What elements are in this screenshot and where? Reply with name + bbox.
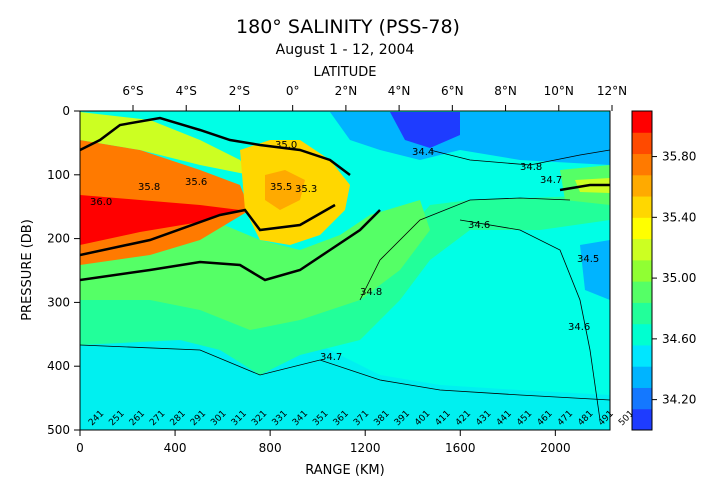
x-tick-label: 0 <box>76 441 84 455</box>
contour-label: 34.6 <box>468 220 490 231</box>
latitude-tick-label: 4°S <box>176 84 197 98</box>
latitude-tick-label: 2°N <box>335 84 358 98</box>
colorbar-swatch <box>632 302 652 325</box>
y-tick-label: 0 <box>62 104 70 118</box>
x-tick-label: 1600 <box>445 441 476 455</box>
equatorial-lens-core <box>265 170 305 210</box>
contour-label: 35.0 <box>275 140 297 151</box>
contour-label: 35.3 <box>295 184 317 195</box>
contour-north-34-8 <box>559 183 610 192</box>
colorbar-tick-label: 34.20 <box>662 393 696 407</box>
latitude-ticks: 6°S 4°S 2°S 0° 2°N 4°N 6°N 8°N 10°N 12°N <box>122 84 627 111</box>
colorbar-swatch <box>632 196 652 218</box>
chart-title: 180° SALINITY (PSS-78) <box>236 16 460 38</box>
latitude-tick-label: 0° <box>286 84 300 98</box>
contour-label: 34.8 <box>520 162 542 173</box>
colorbar-swatch <box>632 366 652 388</box>
colorbar-swatch <box>632 281 652 303</box>
y-axis-label: PRESSURE (DB) <box>20 219 35 321</box>
latitude-tick-label: 10°N <box>544 84 574 98</box>
colorbar-swatch <box>632 259 652 282</box>
colorbar-swatch <box>632 174 652 197</box>
contour-label: 35.8 <box>138 182 160 193</box>
northern-freshest-core <box>390 112 460 148</box>
y-tick-label: 100 <box>47 168 70 182</box>
colorbar-swatch <box>632 217 652 240</box>
contour-label: 34.6 <box>568 322 590 333</box>
contour-label: 35.6 <box>185 177 207 188</box>
y-tick-label: 400 <box>47 359 70 373</box>
colorbar-swatch <box>632 238 652 261</box>
y-tick-label: 500 <box>47 423 70 437</box>
contour-label: 36.0 <box>90 197 112 208</box>
y-axis-ticks: 0 100 200 300 400 500 <box>47 104 80 437</box>
colorbar-swatch <box>632 132 652 155</box>
y-tick-label: 200 <box>47 232 70 246</box>
latitude-tick-label: 12°N <box>597 84 627 98</box>
x-tick-label: 1200 <box>350 441 381 455</box>
latitude-tick-label: 2°S <box>229 84 250 98</box>
x-tick-label: 400 <box>164 441 187 455</box>
contour-label: 35.5 <box>270 182 292 193</box>
colorbar-tick-label: 35.00 <box>662 271 696 285</box>
x-tick-label: 2000 <box>540 441 571 455</box>
chart-subtitle: August 1 - 12, 2004 <box>276 42 415 58</box>
colorbar: 34.20 34.60 35.00 35.40 35.80 <box>631 110 696 431</box>
colorbar-swatch <box>632 153 652 176</box>
contour-lines <box>80 116 610 421</box>
contour-label: 34.8 <box>360 287 382 298</box>
contour-label: 34.4 <box>412 147 434 158</box>
x-axis-label: RANGE (KM) <box>305 463 384 478</box>
western-max-core <box>80 195 240 245</box>
colorbar-swatch <box>632 323 652 346</box>
top-axis-label: LATITUDE <box>314 65 377 80</box>
contour-34-5 <box>429 149 610 166</box>
latitude-tick-label: 8°N <box>494 84 517 98</box>
colorbar-swatch <box>632 111 652 133</box>
contour-labels: 36.0 35.8 35.6 35.5 35.3 35.0 34.8 34.7 … <box>90 140 599 363</box>
x-tick-label: 800 <box>259 441 282 455</box>
contour-label: 34.7 <box>540 175 562 186</box>
latitude-tick-label: 6°N <box>441 84 464 98</box>
contour-34-7 <box>80 344 610 401</box>
plot-frame <box>79 110 611 431</box>
latitude-tick-label: 6°S <box>122 84 143 98</box>
contour-35-0 <box>80 209 381 282</box>
contour-35-5 <box>80 203 336 257</box>
western-yellow-band <box>80 112 250 175</box>
latitude-tick-label: 4°N <box>388 84 411 98</box>
colorbar-tick-label: 35.80 <box>662 150 696 164</box>
colorbar-swatch <box>632 344 652 367</box>
colorbar-tick-label: 35.40 <box>662 210 696 224</box>
contour-34-8 <box>359 197 571 301</box>
colorbar-swatch <box>632 408 652 431</box>
contour-surface <box>80 116 351 176</box>
colorbar-swatch <box>632 387 652 410</box>
colorbar-frame <box>631 110 653 431</box>
colorbar-tick-label: 34.60 <box>662 332 696 346</box>
contour-label: 34.5 <box>577 254 599 265</box>
contour-label: 34.7 <box>320 352 342 363</box>
contour-34-6 <box>459 219 601 421</box>
eastern-deep-fresh <box>580 240 610 300</box>
x-axis-ticks: 0 400 800 1200 1600 2000 <box>76 430 571 455</box>
y-tick-label: 300 <box>47 295 70 309</box>
salinity-field <box>80 111 610 430</box>
